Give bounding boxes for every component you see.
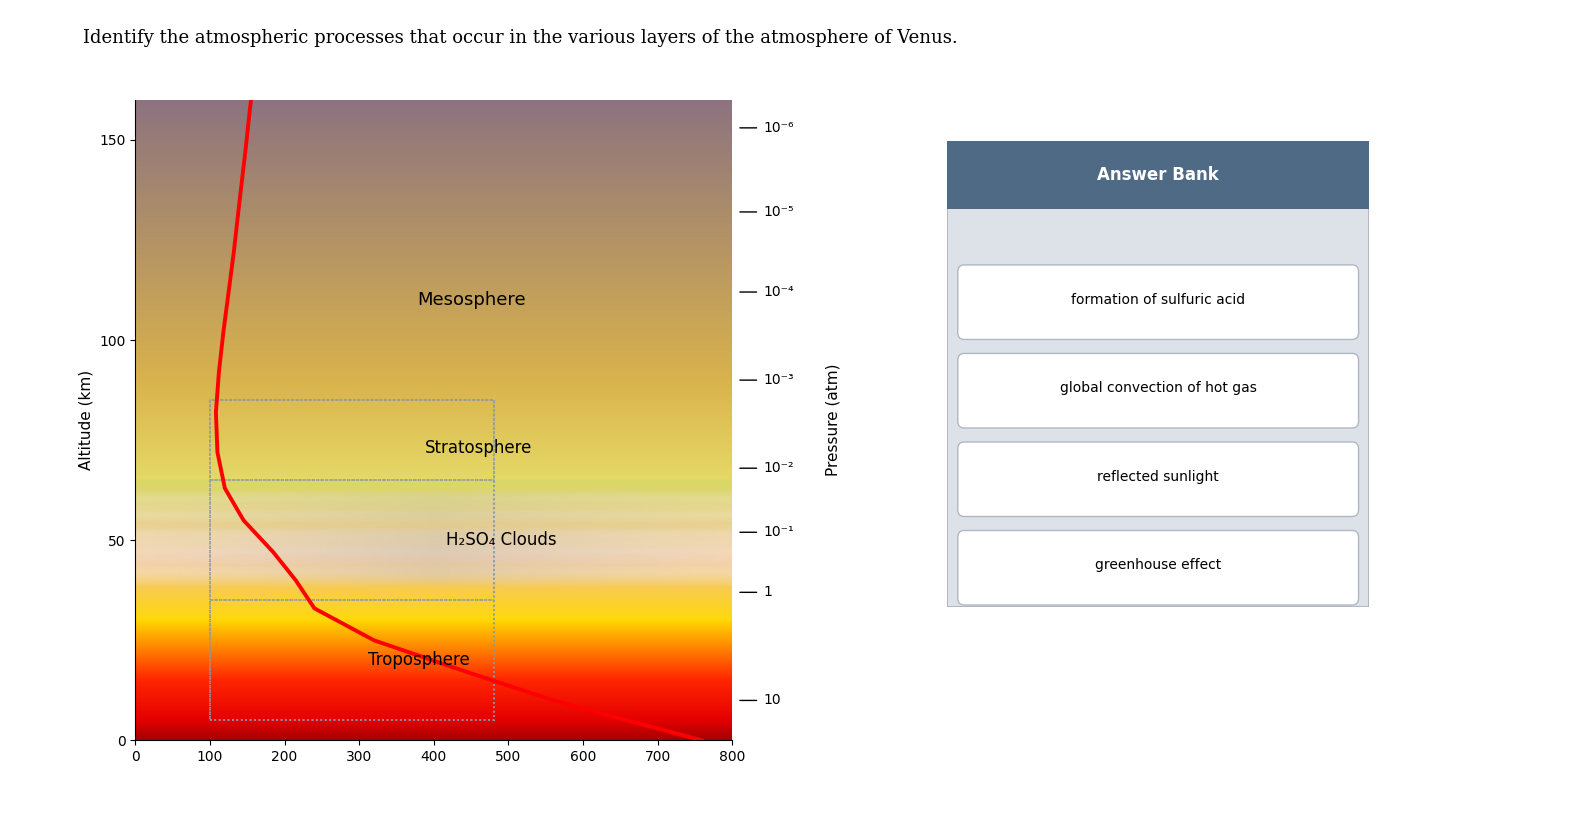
Bar <box>210 601 494 721</box>
Text: Identify the atmospheric processes that occur in the various layers of the atmos: Identify the atmospheric processes that … <box>83 29 957 47</box>
Text: reflected sunlight: reflected sunlight <box>1097 470 1219 484</box>
Text: global convection of hot gas: global convection of hot gas <box>1060 381 1256 395</box>
Bar <box>210 400 494 480</box>
Text: 10⁻³: 10⁻³ <box>764 373 794 387</box>
Text: 10⁻⁴: 10⁻⁴ <box>764 285 794 299</box>
Text: formation of sulfuric acid: formation of sulfuric acid <box>1071 293 1245 307</box>
Text: 10⁻¹: 10⁻¹ <box>764 525 794 539</box>
FancyBboxPatch shape <box>958 442 1358 517</box>
Y-axis label: Altitude (km): Altitude (km) <box>78 370 94 470</box>
FancyBboxPatch shape <box>947 141 1369 607</box>
Text: H₂SO₄ Clouds: H₂SO₄ Clouds <box>446 532 556 549</box>
Text: Mesosphere: Mesosphere <box>417 291 525 309</box>
Text: 10⁻²: 10⁻² <box>764 461 794 475</box>
Bar <box>210 400 494 721</box>
Text: Stratosphere: Stratosphere <box>425 439 532 458</box>
Text: 1: 1 <box>764 586 772 599</box>
FancyBboxPatch shape <box>958 354 1358 428</box>
FancyBboxPatch shape <box>958 265 1358 339</box>
Text: Pressure (atm): Pressure (atm) <box>825 364 841 477</box>
FancyBboxPatch shape <box>958 531 1358 605</box>
Text: 10⁻⁶: 10⁻⁶ <box>764 121 794 135</box>
Text: greenhouse effect: greenhouse effect <box>1095 558 1221 572</box>
Bar <box>210 480 494 601</box>
Text: Troposphere: Troposphere <box>368 651 470 670</box>
Text: 10: 10 <box>764 693 782 707</box>
FancyBboxPatch shape <box>947 141 1369 209</box>
Text: 10⁻⁵: 10⁻⁵ <box>764 205 794 219</box>
Text: Answer Bank: Answer Bank <box>1097 166 1219 184</box>
